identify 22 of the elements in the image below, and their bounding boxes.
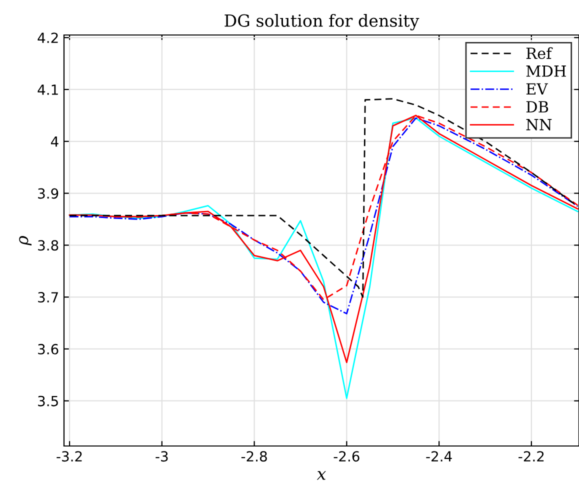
x-tick-label: -3.2 <box>56 451 82 462</box>
legend-label: DB <box>526 101 548 112</box>
chart-title: DG solution for density <box>224 14 420 30</box>
y-tick-label: 4 <box>50 136 58 147</box>
y-tick-label: 3.8 <box>38 240 58 251</box>
y-axis-title: ρ <box>19 236 32 246</box>
x-axis-title: x <box>316 471 326 480</box>
y-tick-label: 3.9 <box>38 188 58 199</box>
x-tick-label: -3 <box>156 451 168 462</box>
x-tick-label: -2.4 <box>426 451 452 462</box>
y-tick-label: 3.7 <box>38 292 58 303</box>
y-tick-label: 4.1 <box>38 84 58 95</box>
y-tick-label: 3.6 <box>38 344 58 354</box>
y-tick-label: 4.2 <box>38 32 58 43</box>
y-tick-label: 3.5 <box>38 396 58 406</box>
legend-label: Ref <box>526 47 553 60</box>
x-tick-label: -2.2 <box>518 451 544 462</box>
legend-label: EV <box>526 83 548 95</box>
legend-label: MDH <box>526 66 566 77</box>
x-tick-label: -2.8 <box>241 451 267 462</box>
x-tick-label: -2.6 <box>334 451 360 462</box>
legend-label: NN <box>526 119 552 130</box>
